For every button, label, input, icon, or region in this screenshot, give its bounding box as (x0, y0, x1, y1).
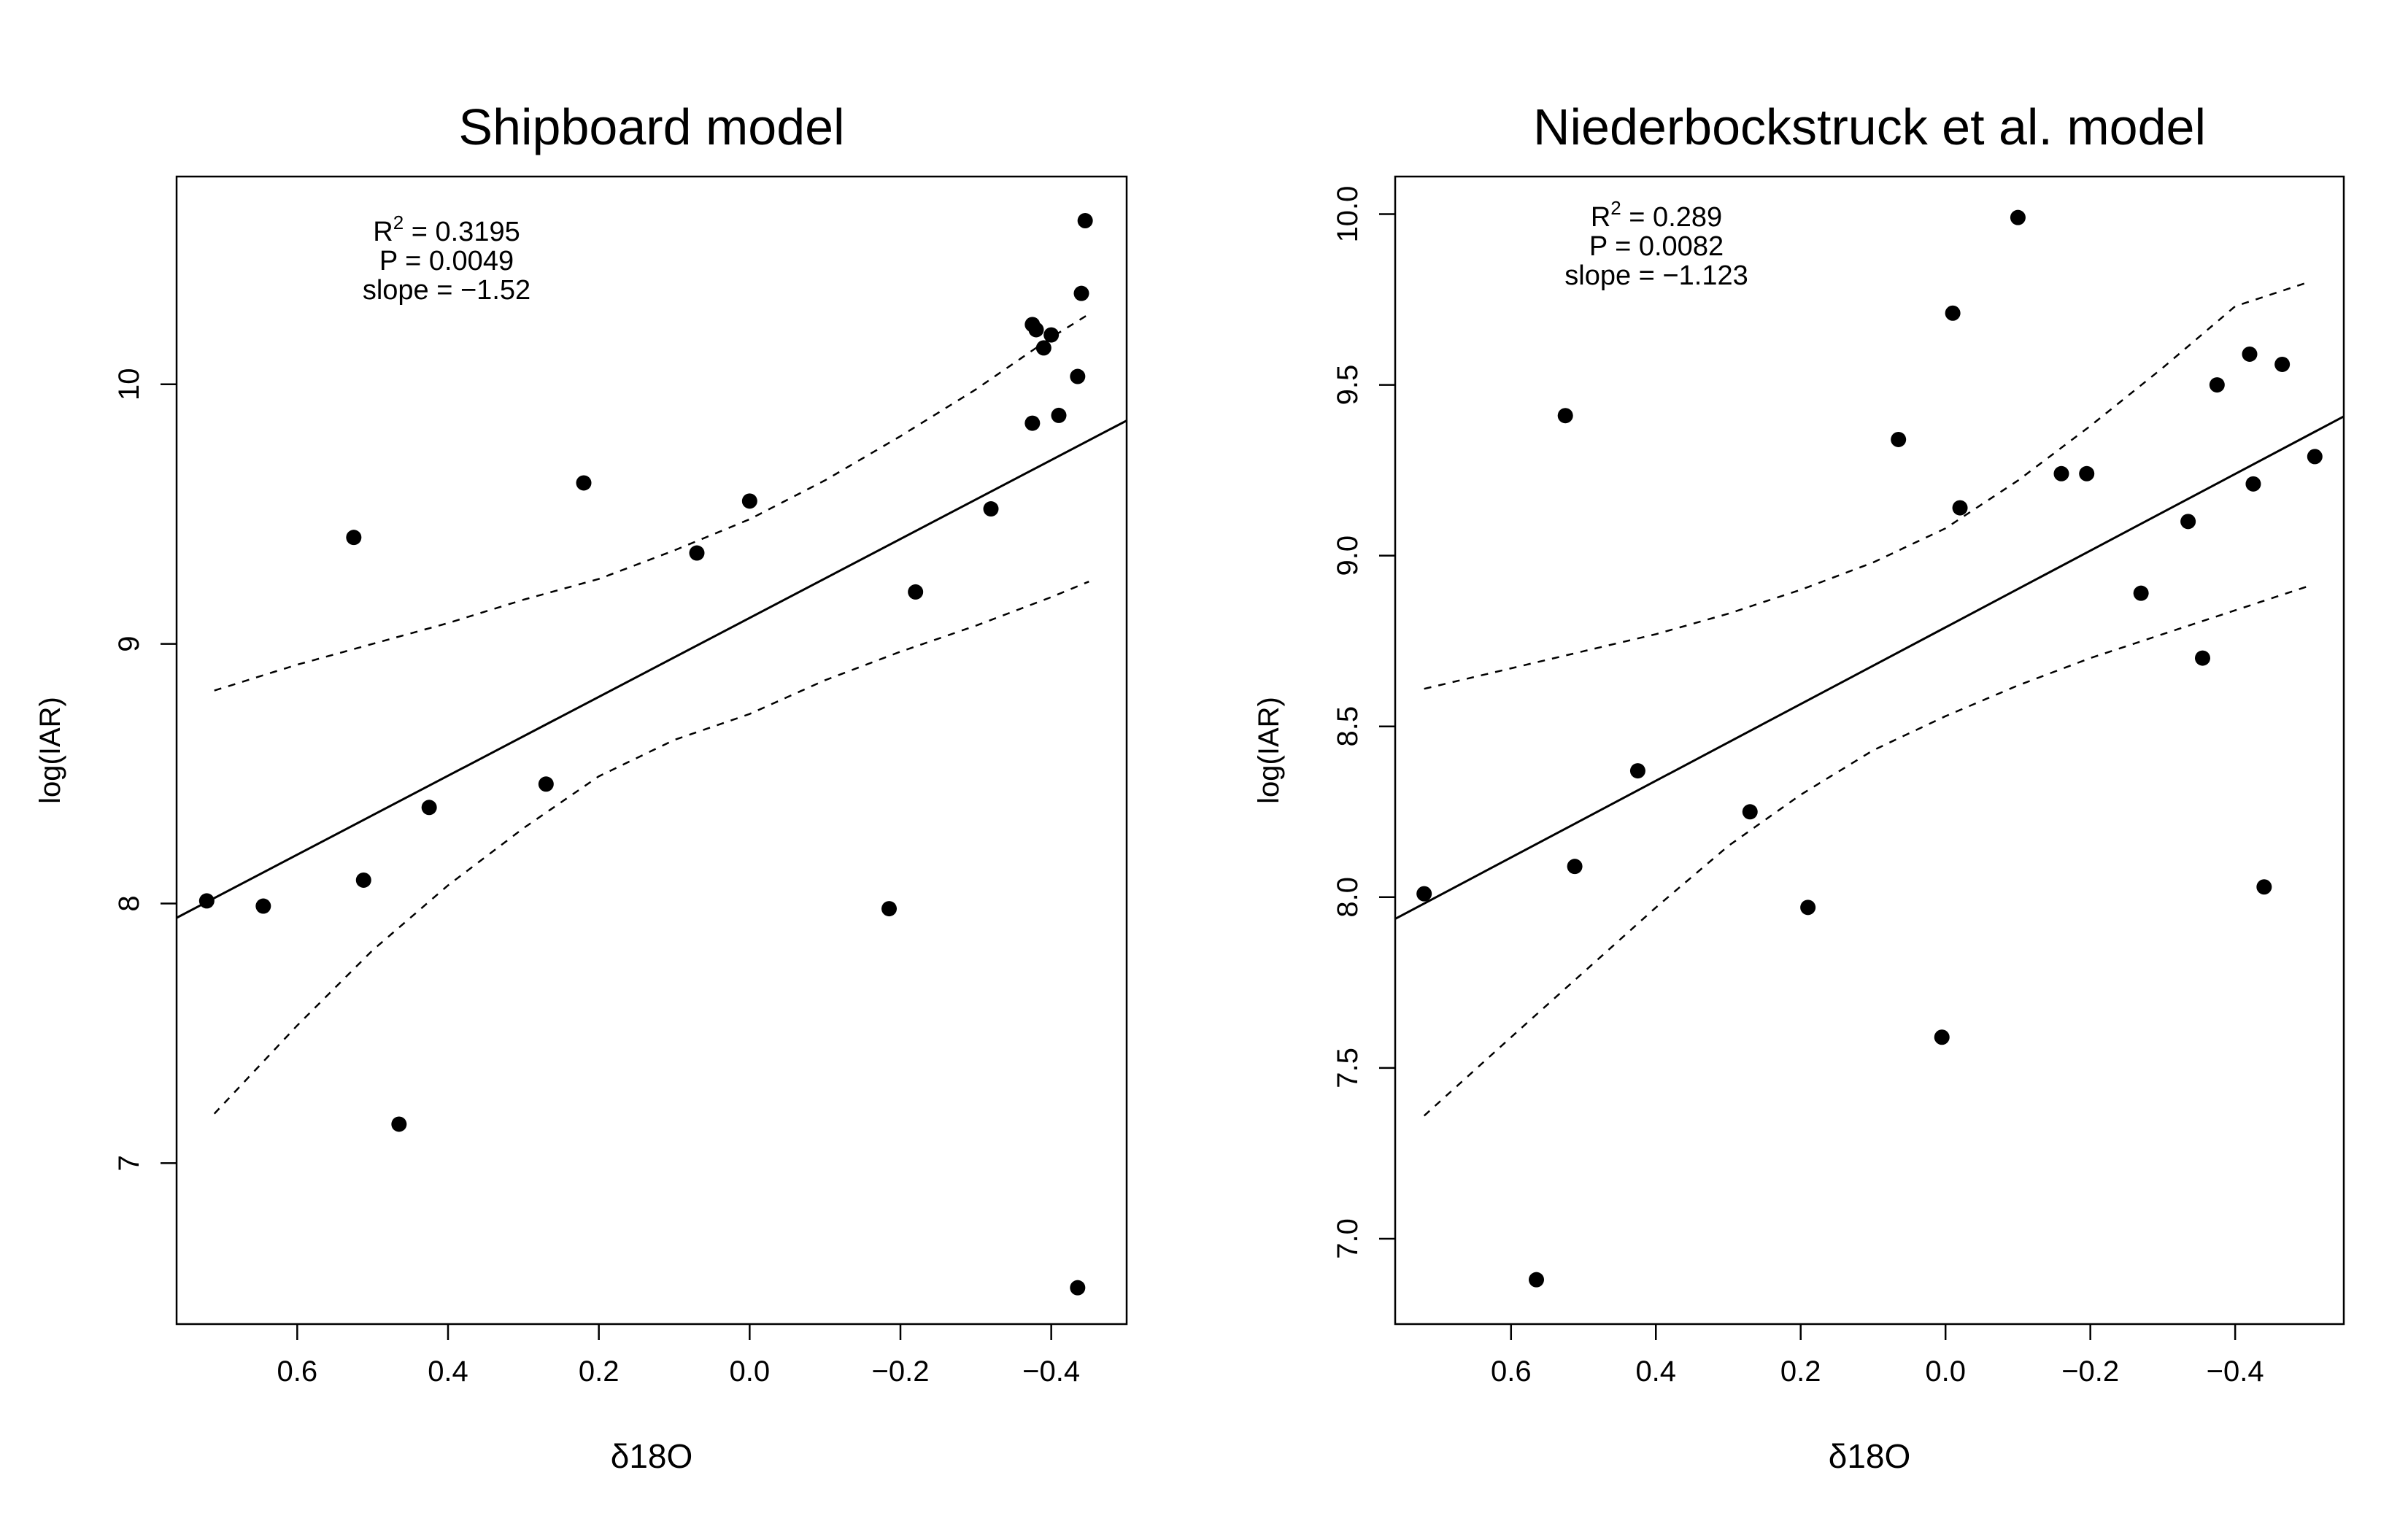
y-tick-label: 8 (113, 895, 145, 911)
data-point (2274, 356, 2291, 372)
p-value-annotation: P = 0.0082 (1589, 231, 1724, 262)
data-point (1073, 285, 1089, 301)
data-point (2194, 650, 2210, 666)
x-tick-label: −0.2 (872, 1355, 930, 1388)
data-point (2079, 465, 2095, 481)
y-tick-label: 10.0 (1332, 186, 1364, 243)
data-point (881, 901, 897, 917)
x-tick-label: 0.4 (428, 1355, 468, 1388)
data-point (1070, 368, 1086, 384)
data-point (2307, 449, 2323, 465)
r-squared-annotation: R2 = 0.289 (1591, 197, 1722, 233)
x-tick-label: 0.0 (730, 1355, 771, 1388)
confidence-band-upper (1424, 281, 2308, 690)
data-point (2209, 377, 2225, 393)
data-point (1629, 763, 1645, 779)
data-point (1028, 322, 1044, 338)
slope-annotation: slope = −1.52 (363, 275, 530, 306)
data-point (1934, 1029, 1950, 1045)
data-point (1945, 305, 1961, 321)
data-point (2256, 879, 2272, 895)
data-point (983, 501, 999, 517)
data-point (2053, 465, 2069, 481)
confidence-band-upper (214, 313, 1089, 692)
data-point (538, 776, 554, 792)
data-point (1800, 900, 1816, 916)
y-tick-label: 9 (113, 635, 145, 651)
data-point (1567, 859, 1583, 875)
plot-frame (1394, 175, 2345, 1326)
regression-line (177, 419, 1127, 919)
y-tick-label: 9.5 (1332, 365, 1364, 406)
y-tick-label: 10 (113, 368, 145, 401)
data-point (1742, 804, 1758, 820)
confidence-band-lower (1423, 585, 2308, 1117)
data-point (1051, 407, 1067, 423)
x-tick-label: 0.6 (1491, 1355, 1532, 1388)
data-point (908, 584, 924, 600)
y-tick-label: 9.0 (1332, 535, 1364, 576)
y-axis-label: log(IAR) (1253, 697, 1285, 804)
x-tick-label: −0.4 (2207, 1355, 2264, 1388)
x-tick-label: −0.4 (1022, 1355, 1080, 1388)
data-point (2180, 514, 2196, 530)
confidence-band-lower (213, 581, 1089, 1115)
data-point (355, 872, 371, 888)
data-point (2133, 585, 2149, 601)
data-point (1077, 213, 1093, 228)
chart-title: Shipboard model (458, 98, 844, 155)
p-value-annotation: P = 0.0049 (379, 246, 514, 276)
slope-annotation: slope = −1.123 (1564, 260, 1748, 291)
data-point (421, 800, 437, 816)
data-point (346, 530, 362, 546)
x-tick-label: 0.2 (1780, 1355, 1821, 1388)
panel-shipboard-model: Shipboard model 0.6 0.4 0.2 0.0 −0.2 −0.4 7 8 9 10… (34, 98, 1128, 1475)
data-point (741, 493, 757, 509)
data-point (391, 1116, 407, 1132)
x-axis-label: δ18O (611, 1437, 693, 1475)
data-point (2010, 209, 2026, 225)
plot-frame (175, 175, 1128, 1326)
x-axis-label: δ18O (1829, 1437, 1911, 1475)
data-point (2242, 346, 2258, 362)
y-tick-label: 7 (113, 1155, 145, 1171)
data-point (1557, 408, 1573, 424)
data-point (576, 475, 592, 491)
y-tick-label: 7.5 (1332, 1048, 1364, 1088)
y-tick-label: 8.0 (1332, 877, 1364, 918)
regression-line (1395, 415, 2344, 920)
x-tick-label: 0.2 (579, 1355, 620, 1388)
data-point (1952, 500, 1968, 516)
data-point (198, 893, 215, 909)
data-point (1891, 431, 1907, 447)
x-tick-label: 0.6 (277, 1355, 318, 1388)
data-point (255, 898, 271, 914)
y-tick-label: 8.5 (1332, 706, 1364, 747)
x-tick-label: 0.0 (1925, 1355, 1966, 1388)
data-point (2245, 476, 2261, 492)
data-point (1024, 415, 1041, 431)
r-squared-annotation: R2 = 0.3195 (373, 212, 520, 247)
panel-niederbockstruck-model: Niederbockstruck et al. model 0.6 0.4 0.2 0.… (1253, 98, 2345, 1475)
data-point (1035, 340, 1051, 356)
data-point (1070, 1280, 1086, 1296)
y-tick-label: 7.0 (1332, 1218, 1364, 1259)
y-axis-label: log(IAR) (34, 697, 66, 804)
data-point (1416, 886, 1432, 902)
chart-title: Niederbockstruck et al. model (1533, 98, 2206, 155)
x-tick-label: 0.4 (1635, 1355, 1676, 1388)
data-point (689, 545, 705, 561)
data-point (1529, 1272, 1545, 1288)
data-point (1043, 327, 1060, 343)
x-tick-label: −0.2 (2061, 1355, 2119, 1388)
